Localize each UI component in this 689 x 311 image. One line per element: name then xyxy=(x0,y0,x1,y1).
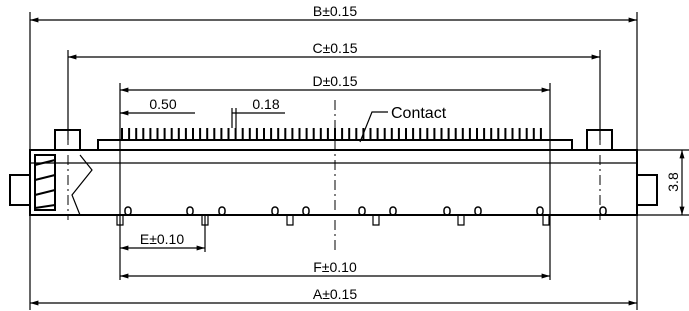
post xyxy=(373,215,379,225)
connector-body xyxy=(10,100,657,250)
contacts xyxy=(122,128,541,140)
dim-f: F±0.10 xyxy=(313,259,357,275)
post xyxy=(287,215,293,225)
pin xyxy=(219,207,225,215)
dim-d: D±0.15 xyxy=(312,73,357,89)
pin xyxy=(390,207,396,215)
dim-width: 0.18 xyxy=(252,96,279,112)
pin xyxy=(600,207,606,215)
dim-b: B±0.15 xyxy=(313,3,357,19)
pin xyxy=(444,207,450,215)
dim-c: C±0.15 xyxy=(312,40,357,56)
pin xyxy=(272,207,278,215)
dim-e: E±0.10 xyxy=(140,231,184,247)
pin xyxy=(125,207,131,215)
dim-a: A±0.15 xyxy=(313,286,357,302)
dim-pitch: 0.50 xyxy=(149,96,176,112)
drawing: B±0.15 C±0.15 D±0.15 0.50 0.18 Contact E… xyxy=(0,0,689,311)
pin xyxy=(359,207,365,215)
post xyxy=(543,215,549,225)
pin xyxy=(537,207,543,215)
pin xyxy=(187,207,193,215)
post xyxy=(458,215,464,225)
callout: Contact xyxy=(391,105,447,122)
pin xyxy=(303,207,309,215)
pin xyxy=(475,207,481,215)
dim-height: 3.8 xyxy=(665,172,681,192)
